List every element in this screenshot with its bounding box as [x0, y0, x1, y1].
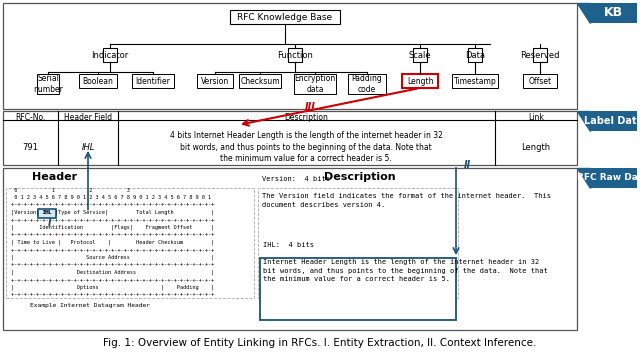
- Text: RFC-No.: RFC-No.: [15, 113, 45, 121]
- Text: |                    Options                    |    Padding    |: | Options | Padding |: [8, 285, 214, 290]
- Text: Offset: Offset: [529, 77, 552, 85]
- Bar: [37, 74, 59, 94]
- Bar: [260, 258, 456, 320]
- Text: Fig. 1: Overview of Entity Linking in RFCs. I. Entity Extraction, II. Context In: Fig. 1: Overview of Entity Linking in RF…: [103, 338, 537, 348]
- Text: Link: Link: [528, 113, 544, 121]
- Text: Header: Header: [33, 172, 77, 182]
- Text: |        Identification         |Flags|    Fragment Offset      |: | Identification |Flags| Fragment Offset…: [8, 225, 214, 230]
- Text: 791: 791: [22, 143, 38, 151]
- Text: |                       Source Address                          |: | Source Address |: [8, 255, 214, 260]
- Text: Length: Length: [522, 143, 550, 151]
- Text: IHL: IHL: [81, 143, 95, 151]
- Text: RFC Raw Data: RFC Raw Data: [577, 174, 640, 183]
- Text: +-+-+-+-+-+-+-+-+-+-+-+-+-+-+-+-+-+-+-+-+-+-+-+-+-+-+-+-+-+-+-+-+: +-+-+-+-+-+-+-+-+-+-+-+-+-+-+-+-+-+-+-+-…: [8, 263, 214, 268]
- Text: RFC Knowledge Base: RFC Knowledge Base: [237, 12, 333, 22]
- Text: II: II: [463, 160, 470, 170]
- Text: Data: Data: [465, 50, 485, 60]
- Bar: [348, 74, 386, 94]
- Bar: [230, 10, 340, 24]
- Polygon shape: [577, 168, 590, 188]
- Text: | Time to Live |   Protocol    |        Header Checksum         |: | Time to Live | Protocol | Header Check…: [8, 240, 214, 245]
- Text: +-+-+-+-+-+-+-+-+-+-+-+-+-+-+-+-+-+-+-+-+-+-+-+-+-+-+-+-+-+-+-+-+: +-+-+-+-+-+-+-+-+-+-+-+-+-+-+-+-+-+-+-+-…: [8, 233, 214, 238]
- Text: |                    Destination Address                        |: | Destination Address |: [8, 270, 214, 275]
- Bar: [402, 74, 438, 88]
- Bar: [288, 48, 302, 62]
- Bar: [523, 74, 557, 88]
- Bar: [294, 74, 336, 94]
- Text: 0 1 2 3 4 5 6 7 8 9 0 1 2 3 4 5 6 7 8 9 0 1 2 3 4 5 6 7 8 9 0 1: 0 1 2 3 4 5 6 7 8 9 0 1 2 3 4 5 6 7 8 9 …: [8, 195, 211, 200]
- Bar: [533, 48, 547, 62]
- Text: +-+-+-+-+-+-+-+-+-+-+-+-+-+-+-+-+-+-+-+-+-+-+-+-+-+-+-+-+-+-+-+-+: +-+-+-+-+-+-+-+-+-+-+-+-+-+-+-+-+-+-+-+-…: [8, 293, 214, 298]
- Text: Encryption
data: Encryption data: [294, 74, 335, 94]
- Text: 0           1           2           3: 0 1 2 3: [8, 187, 130, 192]
- Text: Description: Description: [324, 172, 396, 182]
- Text: Boolean: Boolean: [83, 77, 113, 85]
- Text: Version: Version: [201, 77, 229, 85]
- Text: Padding
code: Padding code: [351, 74, 382, 94]
- Text: Identifier: Identifier: [136, 77, 170, 85]
- Text: +-+-+-+-+-+-+-+-+-+-+-+-+-+-+-+-+-+-+-+-+-+-+-+-+-+-+-+-+-+-+-+-+: +-+-+-+-+-+-+-+-+-+-+-+-+-+-+-+-+-+-+-+-…: [8, 247, 214, 252]
- Bar: [38, 209, 56, 217]
- Bar: [590, 111, 637, 131]
- Text: Scale: Scale: [409, 50, 431, 60]
- Bar: [6, 188, 254, 298]
- Bar: [197, 74, 233, 88]
- Bar: [3, 3, 577, 109]
- Polygon shape: [577, 111, 590, 131]
- Text: +-+-+-+-+-+-+-+-+-+-+-+-+-+-+-+-+-+-+-+-+-+-+-+-+-+-+-+-+-+-+-+-+: +-+-+-+-+-+-+-+-+-+-+-+-+-+-+-+-+-+-+-+-…: [8, 203, 214, 208]
- Bar: [103, 48, 117, 62]
- Text: Checksum: Checksum: [240, 77, 280, 85]
- Text: Version:  4 bits

The Version field indicates the format of the internet header.: Version: 4 bits The Version field indica…: [262, 176, 551, 208]
- Text: +-+-+-+-+-+-+-+-+-+-+-+-+-+-+-+-+-+-+-+-+-+-+-+-+-+-+-+-+-+-+-+-+: +-+-+-+-+-+-+-+-+-+-+-+-+-+-+-+-+-+-+-+-…: [8, 277, 214, 282]
- Text: 4 bits Internet Header Length is the length of the internet header in 32
bit wor: 4 bits Internet Header Length is the len…: [170, 131, 442, 163]
- Text: IHL:  4 bits

Internet Header Length is the length of the internet header in 32
: IHL: 4 bits Internet Header Length is th…: [263, 242, 548, 282]
- Bar: [590, 168, 637, 188]
- Polygon shape: [577, 3, 590, 23]
- Text: Indicator: Indicator: [92, 50, 129, 60]
- Bar: [468, 48, 482, 62]
- Text: Example Internet Datagram Header: Example Internet Datagram Header: [30, 303, 150, 308]
- Bar: [3, 111, 577, 165]
- Bar: [239, 74, 281, 88]
- Bar: [3, 168, 577, 330]
- Text: Description: Description: [284, 113, 328, 121]
- Text: |Version| IHL |Type of Service|         Total Length            |: |Version| IHL |Type of Service| Total Le…: [8, 210, 214, 215]
- Bar: [590, 3, 637, 23]
- Bar: [452, 74, 498, 88]
- Bar: [132, 74, 174, 88]
- Bar: [79, 74, 117, 88]
- Text: Serial
number: Serial number: [33, 74, 63, 94]
- Text: Function: Function: [277, 50, 313, 60]
- Bar: [258, 188, 458, 298]
- Text: Timestamp: Timestamp: [454, 77, 497, 85]
- Text: +-+-+-+-+-+-+-+-+-+-+-+-+-+-+-+-+-+-+-+-+-+-+-+-+-+-+-+-+-+-+-+-+: +-+-+-+-+-+-+-+-+-+-+-+-+-+-+-+-+-+-+-+-…: [8, 217, 214, 222]
- Text: III: III: [305, 102, 316, 112]
- Text: I: I: [48, 217, 52, 227]
- Text: Reserved: Reserved: [520, 50, 560, 60]
- Text: Length: Length: [407, 77, 433, 85]
- Text: IHL: IHL: [42, 210, 52, 215]
- Text: Header Field: Header Field: [64, 113, 112, 121]
- Text: KB: KB: [604, 6, 623, 19]
- Bar: [413, 48, 427, 62]
- Text: Label Data: Label Data: [584, 116, 640, 126]
